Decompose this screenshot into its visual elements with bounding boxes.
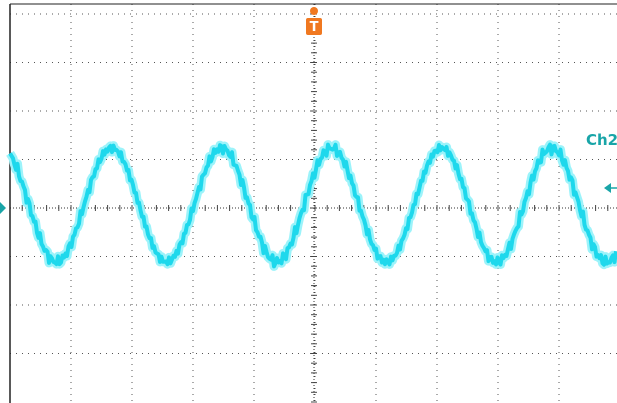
graticule xyxy=(9,4,617,403)
trigger-level-marker xyxy=(604,183,611,193)
trigger-label: T xyxy=(310,20,319,35)
trigger-badge xyxy=(306,18,322,35)
channel-label: Ch2 xyxy=(586,131,617,149)
trigger-position-dot xyxy=(310,7,318,15)
ground-marker xyxy=(0,202,6,214)
waveform xyxy=(8,142,617,269)
